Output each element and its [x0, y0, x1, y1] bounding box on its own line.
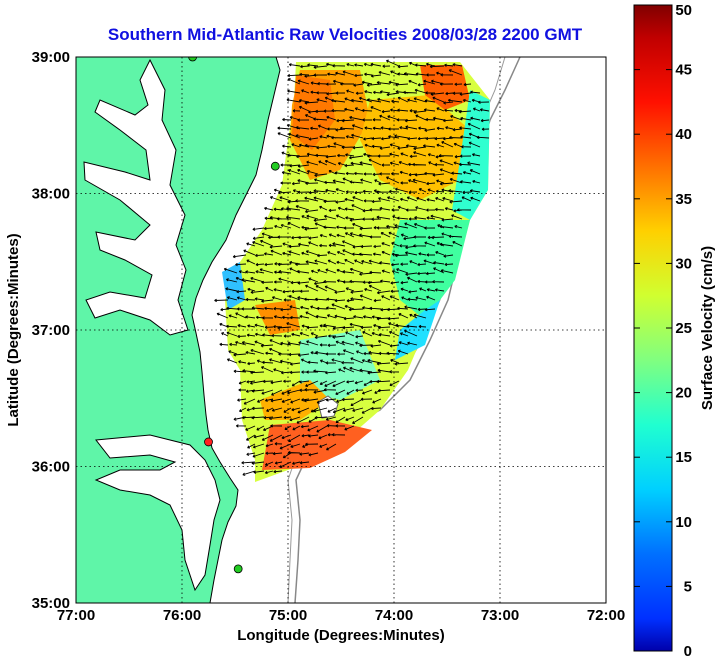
- x-tick-label: 75:00: [269, 607, 307, 624]
- colorbar-tick-label: 10: [675, 514, 692, 531]
- radar-station-marker: [204, 437, 213, 447]
- velocity-arrow-set: [214, 59, 490, 476]
- colorbar-tick-label: 5: [684, 578, 692, 595]
- x-tick-label: 73:00: [481, 607, 519, 624]
- x-tick-label: 74:00: [375, 607, 413, 624]
- colorbar-tick-label: 40: [675, 126, 692, 143]
- grid-lines: [76, 57, 606, 603]
- x-tick-label: 76:00: [163, 607, 201, 624]
- chart-title: Southern Mid-Atlantic Raw Velocities 200…: [108, 25, 583, 44]
- plot-frame: [75, 56, 607, 604]
- y-tick-labels: 35:00 36:00 37:00 38:00 39:00: [32, 49, 70, 612]
- y-tick-label: 38:00: [32, 186, 70, 203]
- y-tick-label: 39:00: [32, 49, 70, 66]
- bay-water: [83, 58, 189, 336]
- sound-water: [94, 434, 221, 592]
- radar-stations: [188, 57, 280, 574]
- colorbar-tick-label: 45: [675, 62, 692, 79]
- colorbar-tick-label: 35: [675, 191, 692, 208]
- colorbar-tick-label: 50: [675, 2, 692, 19]
- colorbar-tick-label: 30: [675, 255, 692, 272]
- y-tick-label: 35:00: [32, 595, 70, 612]
- colorbar-label: Surface Velocity (cm/s): [699, 246, 716, 410]
- y-axis-label: Latitude (Degrees:Minutes): [5, 233, 22, 426]
- x-axis-label: Longitude (Degrees:Minutes): [237, 627, 445, 644]
- colorbar: [633, 4, 673, 652]
- x-tick-label: 72:00: [587, 607, 625, 624]
- colorbar-ticks: 0 5 10 15 20 25 30 35 40 45 50: [634, 2, 692, 659]
- colorbar-tick-label: 20: [675, 385, 692, 402]
- x-tick-labels: 77:00 76:00 75:00 74:00 73:00 72:00: [57, 607, 625, 624]
- radar-station-marker: [270, 161, 280, 171]
- velocity-arrows: [214, 59, 490, 476]
- radar-station-marker: [188, 57, 197, 62]
- y-tick-label: 37:00: [32, 322, 70, 339]
- colorbar-tick-label: 15: [675, 449, 692, 466]
- radar-station-marker: [233, 564, 243, 574]
- colorbar-tick-label: 0: [684, 643, 692, 659]
- colorbar-tick-label: 25: [675, 320, 692, 337]
- y-tick-label: 36:00: [32, 459, 70, 476]
- x-tick-label: 77:00: [57, 607, 95, 624]
